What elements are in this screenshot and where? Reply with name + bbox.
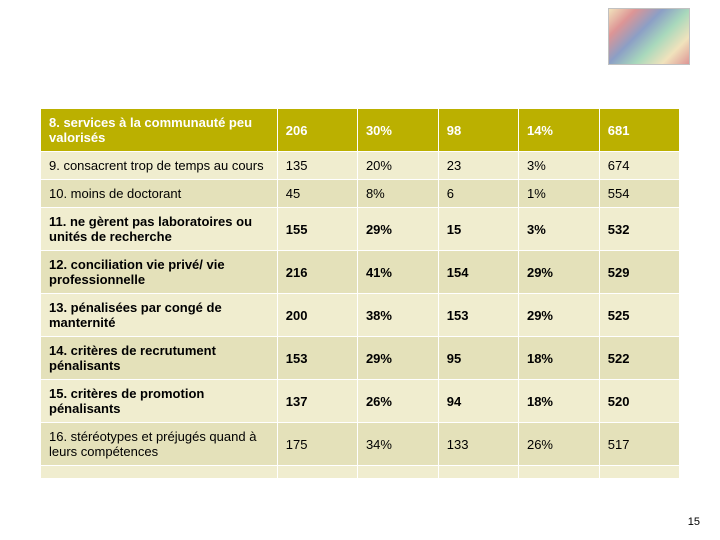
- table-row: 9. consacrent trop de temps au cours1352…: [41, 152, 680, 180]
- row-value-cell: 137: [277, 380, 357, 423]
- row-value-cell: 154: [438, 251, 518, 294]
- row-value-cell: 45: [277, 180, 357, 208]
- row-value-cell: 135: [277, 152, 357, 180]
- row-value-cell: 38%: [357, 294, 438, 337]
- row-label-cell: 13. pénalisées par congé de manternité: [41, 294, 278, 337]
- row-value-cell: 153: [277, 337, 357, 380]
- row-value-cell: 200: [277, 294, 357, 337]
- row-value-cell: 29%: [357, 208, 438, 251]
- row-label-cell: 9. consacrent trop de temps au cours: [41, 152, 278, 180]
- logo-image: [608, 8, 690, 65]
- row-value-cell: 153: [438, 294, 518, 337]
- row-value-cell: 520: [599, 380, 679, 423]
- data-table: 8. services à la communauté peu valorisé…: [40, 108, 680, 479]
- row-value-cell: [518, 466, 599, 479]
- row-value-cell: 674: [599, 152, 679, 180]
- row-label-cell: 14. critères de recrutument pénalisants: [41, 337, 278, 380]
- row-value-cell: 18%: [518, 380, 599, 423]
- table-row: [41, 466, 680, 479]
- row-label-cell: 8. services à la communauté peu valorisé…: [41, 109, 278, 152]
- row-value-cell: 532: [599, 208, 679, 251]
- row-value-cell: 30%: [357, 109, 438, 152]
- row-value-cell: 34%: [357, 423, 438, 466]
- row-value-cell: 1%: [518, 180, 599, 208]
- page-number: 15: [688, 516, 700, 528]
- row-label-cell: 12. conciliation vie privé/ vie professi…: [41, 251, 278, 294]
- row-value-cell: 155: [277, 208, 357, 251]
- table-row: 10. moins de doctorant458%61%554: [41, 180, 680, 208]
- row-value-cell: 206: [277, 109, 357, 152]
- row-value-cell: 522: [599, 337, 679, 380]
- row-value-cell: 94: [438, 380, 518, 423]
- row-value-cell: 26%: [518, 423, 599, 466]
- row-value-cell: 29%: [357, 337, 438, 380]
- row-value-cell: 29%: [518, 294, 599, 337]
- row-value-cell: 175: [277, 423, 357, 466]
- row-value-cell: 41%: [357, 251, 438, 294]
- table-row: 8. services à la communauté peu valorisé…: [41, 109, 680, 152]
- row-value-cell: 3%: [518, 152, 599, 180]
- row-value-cell: 18%: [518, 337, 599, 380]
- row-value-cell: 3%: [518, 208, 599, 251]
- row-value-cell: 23: [438, 152, 518, 180]
- row-value-cell: 29%: [518, 251, 599, 294]
- row-value-cell: 98: [438, 109, 518, 152]
- row-value-cell: 517: [599, 423, 679, 466]
- row-value-cell: [599, 466, 679, 479]
- row-value-cell: 554: [599, 180, 679, 208]
- table-row: 12. conciliation vie privé/ vie professi…: [41, 251, 680, 294]
- row-value-cell: [438, 466, 518, 479]
- row-value-cell: [277, 466, 357, 479]
- row-label-cell: [41, 466, 278, 479]
- row-value-cell: 681: [599, 109, 679, 152]
- row-value-cell: 20%: [357, 152, 438, 180]
- table-row: 16. stéréotypes et préjugés quand à leur…: [41, 423, 680, 466]
- table-row: 15. critères de promotion pénalisants137…: [41, 380, 680, 423]
- row-value-cell: 14%: [518, 109, 599, 152]
- table-row: 13. pénalisées par congé de manternité20…: [41, 294, 680, 337]
- row-value-cell: 525: [599, 294, 679, 337]
- row-value-cell: 6: [438, 180, 518, 208]
- row-label-cell: 16. stéréotypes et préjugés quand à leur…: [41, 423, 278, 466]
- table-row: 14. critères de recrutument pénalisants1…: [41, 337, 680, 380]
- row-label-cell: 10. moins de doctorant: [41, 180, 278, 208]
- row-value-cell: 8%: [357, 180, 438, 208]
- row-value-cell: [357, 466, 438, 479]
- table-row: 11. ne gèrent pas laboratoires ou unités…: [41, 208, 680, 251]
- row-label-cell: 15. critères de promotion pénalisants: [41, 380, 278, 423]
- row-value-cell: 529: [599, 251, 679, 294]
- row-label-cell: 11. ne gèrent pas laboratoires ou unités…: [41, 208, 278, 251]
- row-value-cell: 133: [438, 423, 518, 466]
- row-value-cell: 216: [277, 251, 357, 294]
- row-value-cell: 95: [438, 337, 518, 380]
- row-value-cell: 26%: [357, 380, 438, 423]
- row-value-cell: 15: [438, 208, 518, 251]
